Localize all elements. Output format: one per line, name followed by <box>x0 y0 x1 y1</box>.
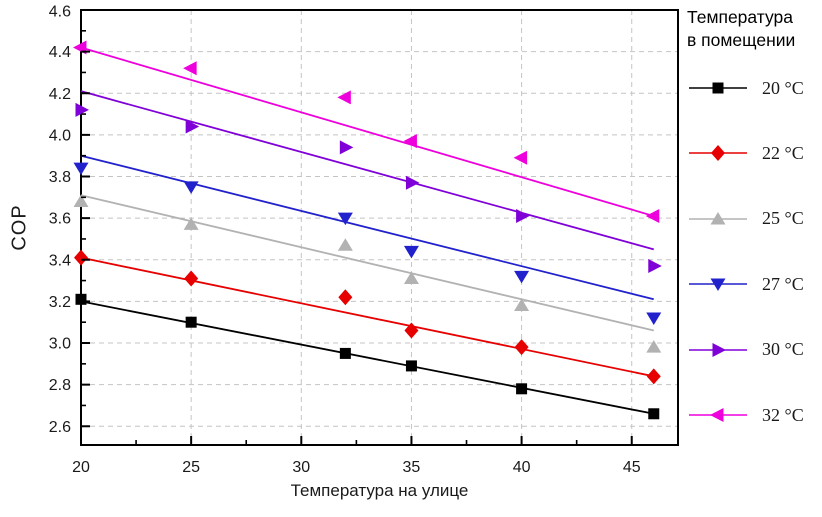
fit-line-3 <box>80 154 654 301</box>
x-tick-label: 35 <box>403 459 421 476</box>
data-point-series4 <box>648 259 662 274</box>
legend-marker-glyph <box>711 145 725 162</box>
legend-marker-triangle-right-icon <box>689 342 747 357</box>
y-tick-label: 3.0 <box>49 336 71 353</box>
data-point-series2 <box>646 340 662 353</box>
data-point-series5 <box>403 134 417 149</box>
y-tick-label: 4.0 <box>49 127 71 144</box>
legend-marker-triangle-down-icon <box>689 278 747 292</box>
legend-entry-label: 27 °C <box>762 273 804 294</box>
legend-title: Температура в помещении <box>687 6 822 52</box>
data-point-series4 <box>339 140 354 155</box>
legend-marker-glyph <box>710 408 724 422</box>
legend-marker-triangle-up-icon <box>689 211 747 225</box>
x-tick-label: 25 <box>182 459 200 476</box>
data-point-series1 <box>646 368 661 385</box>
y-tick-label: 2.8 <box>49 377 71 394</box>
legend-marker-square-icon <box>689 82 747 94</box>
y-tick-label: 3.2 <box>49 294 71 311</box>
data-point-series1 <box>404 322 419 339</box>
x-tick-label: 40 <box>513 459 531 476</box>
x-axis-title: Температура на улице <box>290 481 469 500</box>
legend-marker-glyph <box>710 211 726 225</box>
data-point-series1 <box>184 270 199 287</box>
y-tick-label: 3.6 <box>49 211 71 228</box>
y-tick-label: 3.4 <box>49 252 71 269</box>
data-point-series2 <box>183 217 199 230</box>
y-tick-label: 4.4 <box>49 44 71 61</box>
legend-entry-32°C: 32 °C <box>687 404 804 425</box>
plot-border <box>80 9 679 446</box>
data-point-series1 <box>514 339 529 356</box>
y-axis-title: COP <box>8 204 31 251</box>
data-point-series3 <box>183 181 199 194</box>
data-point-series0 <box>185 316 197 328</box>
legend-marker-triangle-left-icon <box>689 408 747 422</box>
data-point-series3 <box>403 245 419 259</box>
data-point-series1 <box>74 249 88 266</box>
legend-entry-20°C: 20 °C <box>687 77 804 98</box>
data-point-series0 <box>75 293 87 305</box>
legend-entry-label: 30 °C <box>762 339 804 360</box>
fit-line-4 <box>80 90 655 251</box>
data-point-series2 <box>73 194 89 207</box>
legend-entry-27°C: 27 °C <box>687 273 804 294</box>
data-point-series2 <box>403 271 419 284</box>
legend-entry-label: 32 °C <box>762 404 804 425</box>
legend-entry-label: 20 °C <box>762 77 804 98</box>
data-point-series0 <box>516 383 528 395</box>
data-point-series1 <box>338 289 353 306</box>
legend-title-line1: Температура <box>687 7 793 27</box>
data-point-series5 <box>645 209 660 224</box>
legend-entry-label: 25 °C <box>762 208 804 229</box>
legend-marker-glyph <box>712 82 724 94</box>
legend-entry-30°C: 30 °C <box>687 339 804 360</box>
x-tick-label: 30 <box>292 459 310 476</box>
legend-entry-22°C: 22 °C <box>687 142 804 163</box>
legend: Температура в помещении 20 °C 22 °C 25 °C 2… <box>687 6 822 511</box>
data-point-series4 <box>185 119 200 134</box>
legend-entry-label: 22 °C <box>762 142 804 163</box>
data-point-series5 <box>183 61 197 76</box>
y-tick-label: 3.8 <box>49 169 71 186</box>
fit-line-2 <box>80 194 654 332</box>
data-point-series5 <box>337 90 351 105</box>
data-point-series0 <box>339 347 351 359</box>
x-tick-label: 20 <box>72 459 90 476</box>
data-point-series3 <box>73 162 89 176</box>
data-point-series0 <box>648 408 660 420</box>
legend-marker-glyph <box>712 342 726 357</box>
legend-marker-diamond-icon <box>689 145 747 162</box>
legend-title-line2: в помещении <box>687 30 796 51</box>
data-point-series2 <box>514 298 530 312</box>
data-point-series2 <box>337 238 353 251</box>
data-point-series0 <box>405 360 417 372</box>
y-tick-label: 4.6 <box>49 4 71 21</box>
data-point-series3 <box>337 212 353 226</box>
data-point-series4 <box>516 209 530 224</box>
y-tick-label: 4.2 <box>49 86 71 103</box>
data-point-series4 <box>75 102 89 117</box>
data-point-series3 <box>646 312 662 326</box>
legend-marker-glyph <box>710 278 726 292</box>
data-point-series3 <box>514 270 530 284</box>
fit-line-5 <box>80 46 655 217</box>
data-point-series4 <box>405 175 420 190</box>
fit-line-0 <box>80 300 654 415</box>
data-point-series5 <box>513 150 528 165</box>
legend-entry-25°C: 25 °C <box>687 208 804 229</box>
x-tick-label: 45 <box>623 459 641 476</box>
y-tick-label: 2.6 <box>49 419 71 436</box>
fit-line-1 <box>80 256 654 378</box>
